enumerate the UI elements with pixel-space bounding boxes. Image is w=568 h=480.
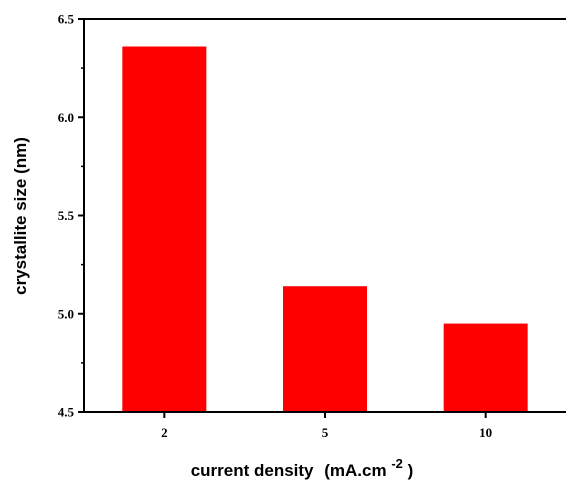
x-ticks-group: 2 5 10: [161, 412, 492, 440]
bar-5: [283, 286, 367, 412]
bar-2: [122, 46, 207, 412]
y-ticks-group: 4.5 5.0 5.5 6.0 6.5: [58, 12, 84, 420]
x-axis-title-unit-prefix: (mA.cm: [324, 461, 386, 480]
x-tick-label: 2: [161, 425, 168, 440]
bar-10: [443, 323, 528, 412]
x-tick-label: 5: [322, 425, 329, 440]
y-tick-label: 6.0: [58, 110, 74, 125]
y-tick-label: 4.5: [58, 405, 75, 420]
y-tick-label: 5.0: [58, 306, 74, 321]
x-axis-title-unit-exponent: -2: [391, 456, 403, 471]
x-axis-title-unit-suffix: ): [408, 461, 414, 480]
y-tick-label: 6.5: [58, 12, 75, 27]
x-tick-label: 10: [479, 425, 492, 440]
y-axis-title: crystallite size (nm): [11, 137, 30, 295]
y-tick-label: 5.5: [58, 208, 75, 223]
x-axis-title-main: current density: [191, 461, 314, 480]
bars-group: [122, 46, 528, 412]
x-axis-title: current density (mA.cm -2 ): [191, 453, 414, 480]
